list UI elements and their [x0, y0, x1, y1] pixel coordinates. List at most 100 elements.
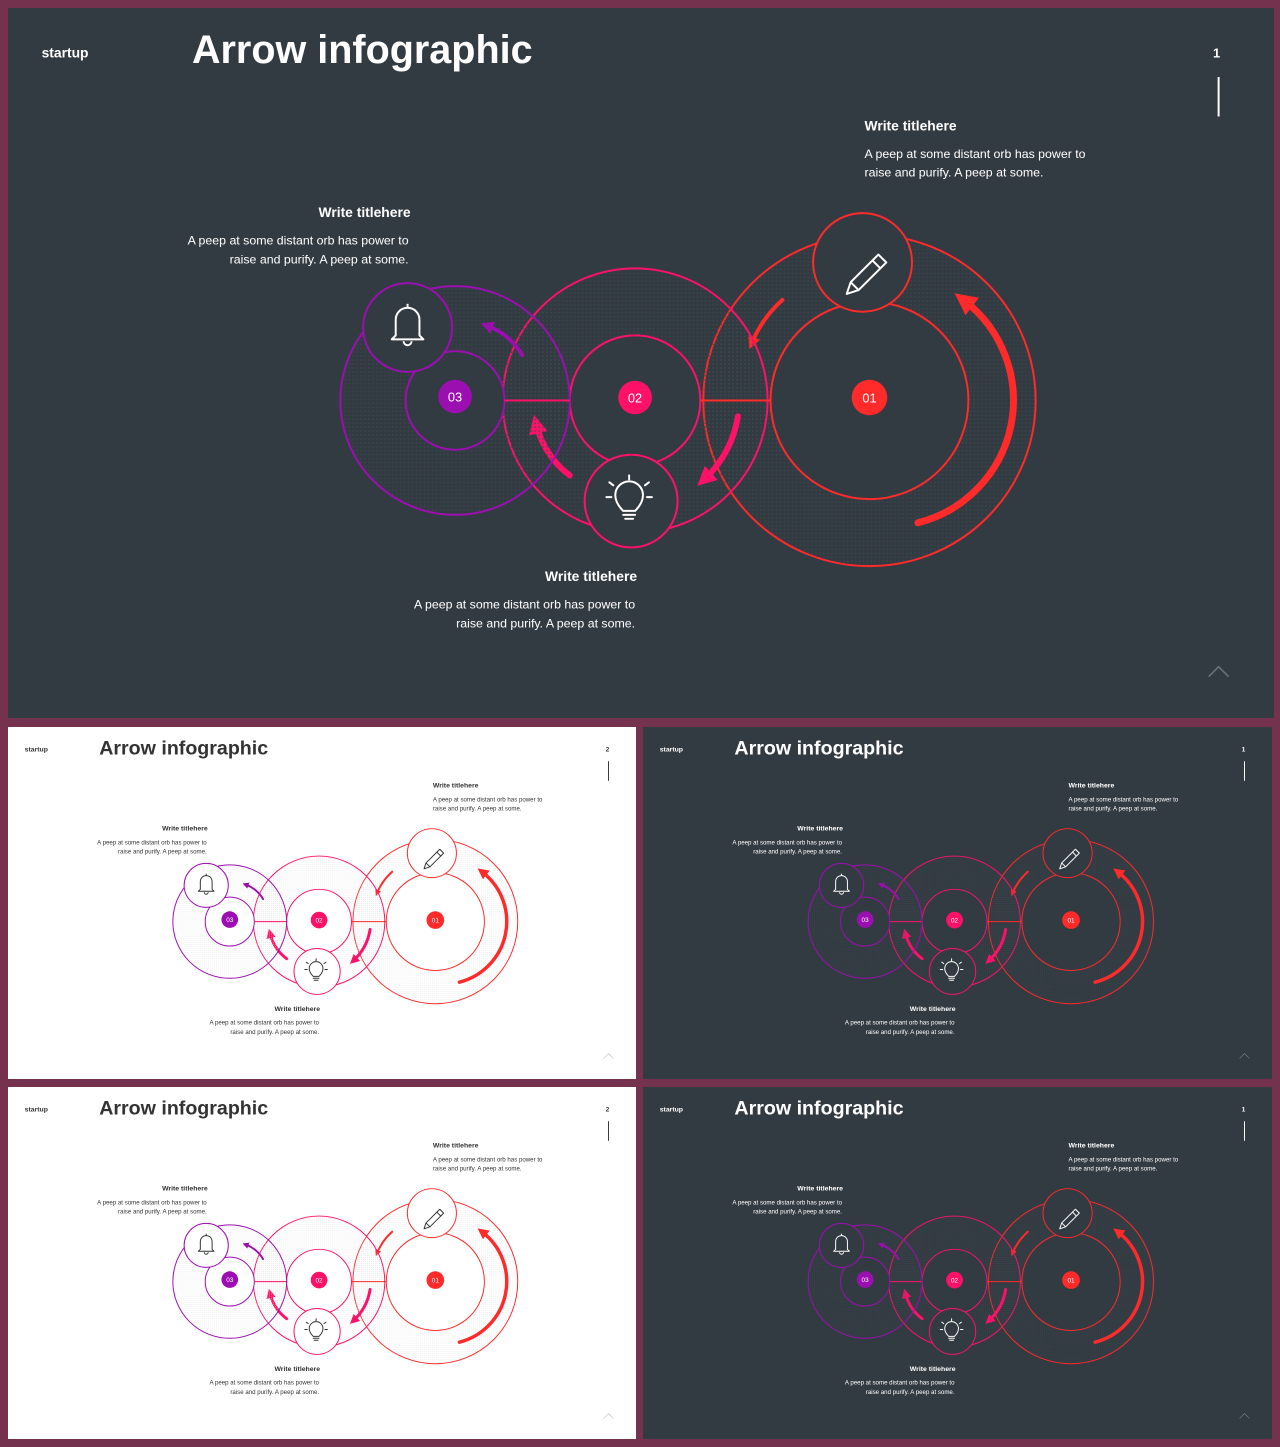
block-line: raise and purify. A peep at some.: [753, 1209, 842, 1216]
block-line: A peep at some distant orb has power to: [97, 1199, 207, 1206]
pencil-bubble: [1042, 1188, 1093, 1239]
pencil-icon: [845, 253, 888, 295]
step-02-arrow-right: [697, 413, 741, 486]
slide-thumbnail-3[interactable]: startup Arrow infographic 2 01 02 0: [8, 1087, 636, 1439]
slide-canvas: startup Arrow infographic 1 01 02 0: [643, 1087, 1272, 1439]
step-01-number: 01: [1067, 918, 1075, 925]
block-line: raise and purify. A peep at some.: [866, 1389, 955, 1396]
slide-thumbnail-2[interactable]: startup Arrow infographic 1 01 02 0: [643, 727, 1272, 1079]
pencil-icon: [1059, 848, 1080, 870]
scroll-up-chevron-icon[interactable]: [603, 1413, 614, 1419]
text-block-bottom: Write titlehere A peep at some distant o…: [845, 1366, 956, 1396]
step-02-arrow-right: [349, 1287, 372, 1324]
step-01-arrow-large: [457, 868, 509, 984]
step-03-number: 03: [448, 389, 462, 404]
block-line: raise and purify. A peep at some.: [1069, 1166, 1158, 1173]
step-01-badge: [426, 1271, 445, 1289]
step-01-badge: [1062, 1271, 1080, 1289]
block-line: A peep at some distant orb has power to: [732, 1199, 842, 1206]
step-03-number: 03: [226, 1277, 234, 1284]
pencil-icon: [1059, 1208, 1080, 1230]
step-02-number: 02: [316, 1278, 324, 1285]
block-line: A peep at some distant orb has power to: [845, 1020, 955, 1027]
step-02-group: 02: [252, 1215, 386, 1348]
page-title: Arrow infographic: [734, 1097, 903, 1119]
brand-logo: startup: [42, 44, 89, 60]
block-line: raise and purify. A peep at some.: [230, 1389, 319, 1396]
step-01-group: 01: [987, 1198, 1155, 1365]
bulb-bubble: [583, 453, 679, 549]
block-line: raise and purify. A peep at some.: [866, 1029, 955, 1036]
block-heading: Write titlehere: [162, 826, 208, 833]
block-line: A peep at some distant orb has power to: [845, 1380, 955, 1387]
text-block-top-right: Write titlehere A peep at some distant o…: [433, 1143, 543, 1173]
step-03-arrow: [877, 882, 900, 901]
block-heading: Write titlehere: [797, 1186, 843, 1193]
lightbulb-icon: [939, 1318, 964, 1341]
bell-icon: [833, 873, 850, 895]
block-line: A peep at some distant orb has power to: [188, 234, 409, 248]
block-line: raise and purify. A peep at some.: [118, 849, 207, 856]
bell-icon: [390, 303, 425, 347]
block-line: A peep at some distant orb has power to: [97, 839, 207, 846]
step-01-number: 01: [862, 390, 876, 405]
text-block-bottom: Write titlehere A peep at some distant o…: [210, 1366, 321, 1396]
block-heading: Write titlehere: [910, 1366, 956, 1373]
step-02-number: 02: [628, 390, 642, 405]
block-line: raise and purify. A peep at some.: [753, 849, 842, 856]
lightbulb-icon: [605, 474, 653, 520]
text-block-top-right: Write titlehere A peep at some distant o…: [865, 117, 1086, 179]
brand-logo: startup: [660, 746, 683, 753]
text-block-left: Write titlehere A peep at some distant o…: [188, 204, 411, 266]
pencil-icon: [423, 848, 445, 870]
slide-main[interactable]: startup Arrow infographic 1 01 02 0: [8, 8, 1274, 718]
pencil-bubble: [812, 212, 913, 313]
slide-thumbnail-4[interactable]: startup Arrow infographic 1 01 02 0: [643, 1087, 1272, 1439]
step-01-group: 01: [702, 233, 1037, 568]
step-02-arrow-right: [985, 927, 1008, 964]
step-02-number: 02: [951, 918, 959, 925]
slide-thumbnail-1[interactable]: startup Arrow infographic 2 01 02 0: [8, 727, 636, 1079]
scroll-up-chevron-icon[interactable]: [1208, 665, 1230, 678]
scroll-up-chevron-icon[interactable]: [1239, 1413, 1250, 1419]
bulb-bubble: [293, 1307, 341, 1355]
block-heading: Write titlehere: [274, 1366, 320, 1373]
step-03-arrow: [242, 1242, 265, 1261]
step-03-number: 03: [862, 1277, 870, 1284]
step-02-arrow-right: [985, 1287, 1008, 1324]
step-02-group: 02: [252, 855, 386, 988]
text-block-left: Write titlehere A peep at some distant o…: [732, 1186, 843, 1216]
page-title: Arrow infographic: [192, 28, 533, 72]
scroll-up-chevron-icon[interactable]: [1239, 1053, 1250, 1059]
page-number: 1: [1242, 1106, 1246, 1113]
block-heading: Write titlehere: [797, 826, 843, 833]
block-line: raise and purify. A peep at some.: [118, 1209, 207, 1216]
text-block-bottom: Write titlehere A peep at some distant o…: [845, 1006, 956, 1036]
block-heading: Write titlehere: [274, 1006, 320, 1013]
text-block-left: Write titlehere A peep at some distant o…: [97, 1186, 208, 1216]
block-line: A peep at some distant orb has power to: [210, 1020, 320, 1027]
page-number: 1: [1242, 746, 1246, 753]
slide-canvas: startup Arrow infographic 1 01 02 0: [643, 727, 1272, 1079]
block-line: A peep at some distant orb has power to: [1069, 1156, 1179, 1163]
step-02-badge: [310, 1271, 328, 1289]
step-02-badge: [310, 911, 328, 929]
block-line: A peep at some distant orb has power to: [433, 1156, 543, 1163]
brand-logo: startup: [25, 1106, 48, 1113]
block-heading: Write titlehere: [433, 783, 479, 790]
step-03-badge: [438, 379, 472, 414]
step-01-badge: [851, 379, 888, 416]
scroll-up-chevron-icon[interactable]: [603, 1053, 614, 1059]
bulb-bubble: [293, 947, 341, 995]
step-01-group: 01: [352, 1198, 519, 1365]
step-01-group: 01: [352, 838, 519, 1005]
step-02-arrow-right: [349, 927, 372, 964]
bulb-bubble: [928, 947, 977, 995]
page-number: 2: [606, 746, 610, 753]
block-heading: Write titlehere: [865, 117, 957, 133]
pencil-bubble: [1042, 828, 1093, 879]
step-03-arrow: [242, 882, 265, 901]
page-number: 1: [1213, 45, 1220, 60]
step-03-badge: [221, 911, 239, 928]
block-line: A peep at some distant orb has power to: [732, 839, 842, 846]
